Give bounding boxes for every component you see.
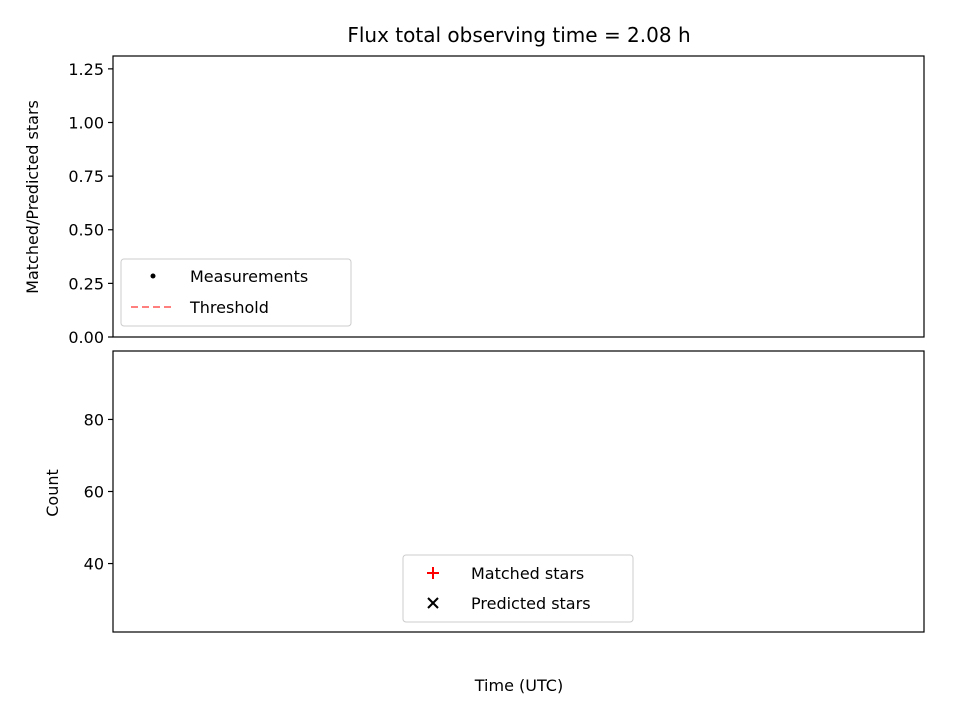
x-axis-label: Time (UTC)	[474, 676, 563, 695]
axes-frame-ratio	[112, 55, 925, 338]
y-tick-label-count: 80	[84, 410, 104, 429]
legend-matched-marker	[427, 567, 439, 579]
legend-ratio-box	[120, 258, 352, 327]
y-tick-label-ratio: 0.50	[68, 221, 104, 240]
y-axis-label-count: Count	[43, 469, 62, 517]
y-tick-label-ratio: 0.25	[68, 274, 104, 293]
y-tick-label-count: 60	[84, 483, 104, 502]
legend-measurements-marker	[150, 273, 156, 279]
count-panel: 40608019:0020:0021:0022:0023:0000:0001:0…	[84, 350, 925, 633]
y-tick-label-count: 40	[84, 555, 104, 574]
legend-count-box	[402, 554, 634, 623]
legend-measurements-label: Measurements	[190, 267, 308, 286]
y-tick-label-ratio: 0.00	[68, 328, 104, 347]
legend-matched-label: Matched stars	[471, 564, 584, 583]
legend-ratio: Measurements Threshold	[120, 258, 352, 327]
ratio-panel: 0.00 0.25 0.50 0.75 1.00 1.25	[68, 55, 925, 347]
y-tick-label-ratio: 0.75	[68, 167, 104, 186]
y-axis-label-ratio: Matched/Predicted stars	[23, 100, 42, 294]
legend-predicted-marker	[427, 597, 439, 609]
chart-title: Flux total observing time = 2.08 h	[347, 23, 690, 47]
legend-predicted-label: Predicted stars	[471, 594, 591, 613]
legend-threshold-label: Threshold	[189, 298, 269, 317]
legend-count: Matched stars Predicted stars	[402, 554, 634, 623]
y-tick-label-ratio: 1.00	[68, 113, 104, 132]
y-tick-label-ratio: 1.25	[68, 60, 104, 79]
